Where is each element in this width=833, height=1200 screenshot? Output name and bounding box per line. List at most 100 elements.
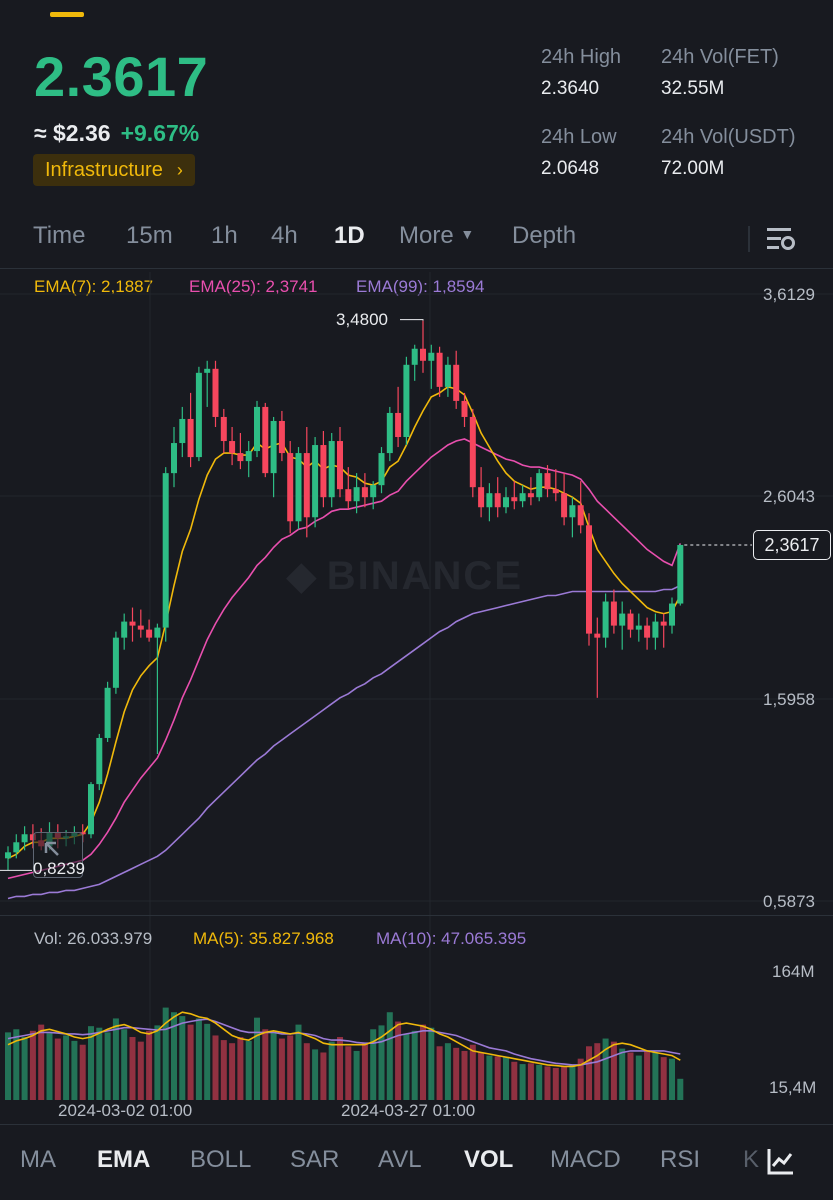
tab-more[interactable]: More ▼ — [399, 222, 474, 250]
candle-body — [287, 453, 294, 522]
vol-ma10-legend: MA(10): 47.065.395 — [376, 929, 527, 948]
candle-body — [677, 545, 684, 604]
volume-bar — [453, 1047, 460, 1100]
candle-body — [245, 451, 252, 462]
volume-bar — [204, 1023, 211, 1100]
candle-body — [96, 737, 103, 785]
ema99-line — [7, 584, 681, 900]
candle-body — [453, 364, 460, 401]
candle-body — [337, 441, 343, 490]
stat-24h-vol-fet-value: 32.55M — [661, 78, 725, 99]
candle-body — [137, 625, 144, 630]
price-axis-label: 2,6043 — [763, 487, 815, 506]
candle-body — [602, 601, 609, 638]
arrow-up-left-icon — [44, 841, 59, 856]
volume-bar — [38, 1024, 45, 1100]
category-tag-label: Infrastructure — [45, 159, 163, 181]
volume-bar — [121, 1029, 128, 1100]
indicator-tab-macd[interactable]: MACD — [550, 1146, 621, 1173]
candle-body — [411, 348, 418, 365]
category-tag[interactable]: Infrastructure › — [33, 154, 195, 186]
volume-bar — [187, 1024, 194, 1100]
tab-1d[interactable]: 1D — [334, 222, 365, 249]
candle-body — [428, 352, 435, 361]
candle-body — [88, 784, 94, 835]
vol-ma10-line — [7, 1018, 681, 1066]
stat-24h-high-value: 2.3640 — [541, 78, 600, 99]
candle-body — [469, 416, 476, 488]
indicator-tab-boll[interactable]: BOLL — [190, 1146, 252, 1173]
volume-bar — [146, 1030, 153, 1100]
ema7-line — [7, 386, 682, 860]
candle-body — [162, 473, 169, 628]
volume-bar — [386, 1012, 393, 1100]
tab-1h[interactable]: 1h — [211, 222, 238, 249]
price-change-percent: +9.67% — [120, 120, 200, 146]
candle-body — [295, 453, 302, 522]
vol-ma5-line — [7, 1011, 681, 1068]
indicator-tab-kdj[interactable]: K — [743, 1146, 760, 1173]
chevron-right-icon: › — [176, 160, 183, 180]
candle-body — [220, 416, 227, 442]
candle-body — [503, 497, 509, 508]
volume-bar — [328, 1041, 335, 1100]
candle-body — [552, 489, 559, 494]
tab-depth[interactable]: Depth — [512, 222, 577, 249]
stat-24h-vol-usdt-value: 72.00M — [661, 158, 725, 179]
chart-indicator-settings-icon[interactable] — [766, 1146, 796, 1176]
volume-bar — [88, 1026, 94, 1100]
chart-settings-icon[interactable] — [766, 226, 796, 252]
candle-body — [121, 621, 128, 638]
reset-view-button[interactable] — [33, 832, 83, 878]
candle-body — [328, 441, 335, 498]
stat-24h-vol-fet-label: 24h Vol(FET) — [661, 46, 779, 68]
ema99-legend: EMA(99): 1,8594 — [356, 277, 485, 296]
indicator-tab-avl[interactable]: AVL — [378, 1146, 422, 1173]
indicator-tab-ema[interactable]: EMA — [97, 1146, 151, 1173]
candle-body — [270, 420, 277, 474]
volume-bar — [278, 1038, 285, 1100]
candle-body — [320, 445, 327, 498]
stat-24h-low-value: 2.0648 — [541, 158, 600, 179]
volume-bar — [370, 1029, 377, 1100]
volume-bar — [428, 1027, 435, 1100]
volume-bar — [544, 1066, 551, 1100]
volume-bar — [610, 1041, 617, 1100]
stat-24h-vol-usdt-label: 24h Vol(USDT) — [661, 126, 796, 148]
volume-axis-label: 15,4M — [769, 1078, 817, 1097]
volume-bar — [63, 1035, 70, 1100]
volume-bar — [536, 1064, 543, 1100]
volume-bar — [129, 1037, 136, 1100]
high-price-label: 3,4800 — [336, 309, 388, 329]
volume-bar — [212, 1035, 219, 1100]
tab-4h[interactable]: 4h — [271, 222, 298, 249]
caret-down-icon: ▼ — [460, 226, 475, 242]
volume-bar — [378, 1025, 385, 1100]
indicator-tab-sar[interactable]: SAR — [290, 1146, 340, 1173]
volume-bar — [411, 1030, 418, 1100]
candle-body — [187, 418, 194, 458]
volume-bar — [303, 1043, 310, 1100]
volume-bar — [79, 1044, 86, 1100]
indicator-tab-vol[interactable]: VOL — [464, 1146, 514, 1173]
tab-15m[interactable]: 15m — [126, 222, 173, 249]
volume-bar — [511, 1061, 518, 1100]
volume-bar — [494, 1056, 501, 1100]
candle-body — [345, 489, 352, 502]
timeframe-tabs: Time 15m 1h 4h 1D More ▼ Depth — [0, 222, 833, 256]
indicator-tab-rsi[interactable]: RSI — [660, 1146, 701, 1173]
candle-body — [444, 364, 451, 387]
divider-volume — [0, 915, 833, 916]
indicator-tab-ma[interactable]: MA — [20, 1146, 56, 1173]
candle-body — [204, 368, 211, 373]
volume-bar — [677, 1078, 684, 1100]
candle-body — [112, 637, 119, 688]
tab-time[interactable]: Time — [33, 222, 86, 249]
candle-body — [644, 625, 651, 638]
volume-bar — [345, 1046, 352, 1100]
candle-body — [262, 406, 269, 474]
volume-bar — [561, 1066, 568, 1100]
volume-bar — [270, 1032, 277, 1100]
volume-bar — [652, 1052, 659, 1100]
